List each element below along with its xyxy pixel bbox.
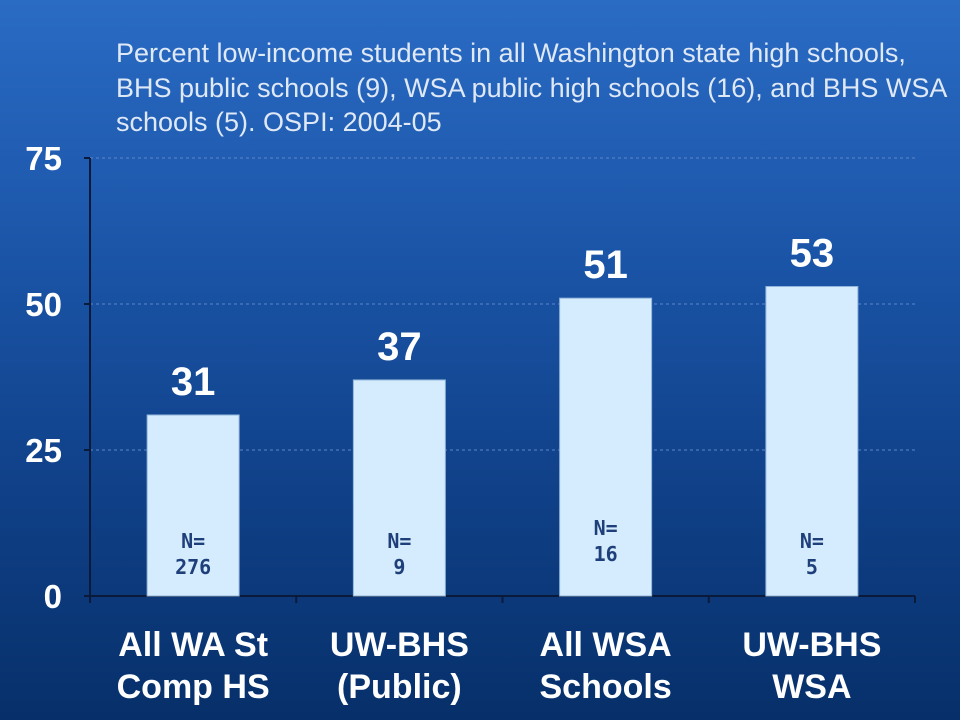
- chart-title: Percent low-income students in all Washi…: [116, 38, 946, 138]
- n-label: 9: [393, 555, 405, 579]
- n-label: 16: [594, 542, 618, 566]
- x-tick-label: Schools: [540, 668, 672, 706]
- n-label: 5: [806, 555, 818, 579]
- x-tick-label: (Public): [337, 668, 462, 706]
- data-label: 37: [377, 325, 422, 369]
- bar: [352, 379, 446, 597]
- y-tick-label: 0: [44, 578, 62, 615]
- data-label: 51: [583, 243, 628, 287]
- data-label: 53: [790, 231, 835, 275]
- n-label: N=: [387, 529, 411, 553]
- y-tick-label: 50: [25, 286, 62, 323]
- n-label: N=: [800, 529, 824, 553]
- bar: [146, 414, 240, 597]
- x-tick-label: UW-BHS: [330, 626, 469, 664]
- x-tick-label: UW-BHS: [742, 626, 881, 664]
- bar: [559, 297, 653, 597]
- data-label: 31: [171, 360, 216, 404]
- x-tick-label: All WSA: [540, 626, 672, 664]
- y-tick-label: 75: [25, 140, 62, 177]
- n-label: 276: [175, 555, 211, 579]
- n-label: N=: [594, 516, 618, 540]
- y-tick-label: 25: [25, 432, 62, 469]
- n-label: N=: [181, 529, 205, 553]
- x-tick-label: All WA St: [118, 626, 268, 664]
- x-tick-label: Comp HS: [117, 668, 270, 706]
- x-tick-label: WSA: [772, 668, 851, 706]
- bar: [765, 285, 859, 597]
